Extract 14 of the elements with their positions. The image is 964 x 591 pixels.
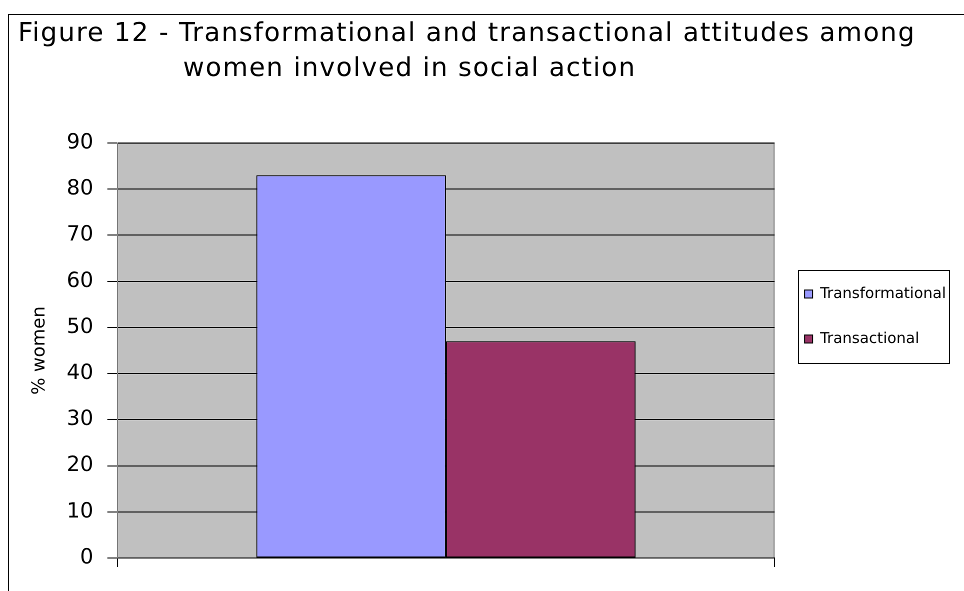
- y-tick-label: 10: [66, 498, 94, 522]
- y-tick-label: 0: [80, 544, 94, 568]
- legend-label: Transformational: [819, 284, 946, 302]
- y-tick-label: 20: [66, 452, 94, 476]
- y-tick-label: 30: [66, 406, 94, 430]
- y-axis-title: % women: [28, 306, 50, 395]
- y-tick-label: 70: [66, 222, 94, 246]
- y-tick-label: 90: [66, 129, 94, 154]
- y-tick-label: 50: [66, 314, 94, 338]
- y-tick-label: 80: [66, 176, 94, 200]
- legend-label: Transactional: [819, 328, 920, 347]
- y-tick-label: 40: [66, 360, 94, 384]
- chart-title: Figure 12 - Transformational and transactional attitudes among women involved in social action: [18, 17, 917, 85]
- y-tick-label: 60: [66, 268, 94, 292]
